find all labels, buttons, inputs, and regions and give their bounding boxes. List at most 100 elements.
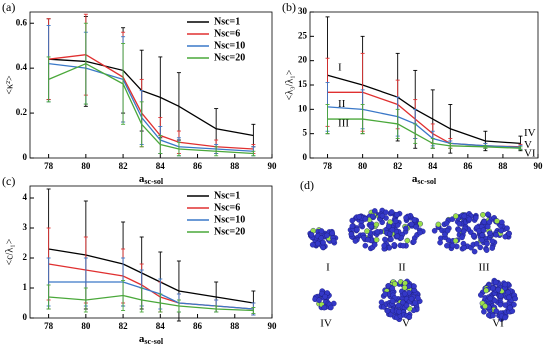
x-axis-label-sub: sc-sol [144, 337, 163, 346]
y-axis-label: <λ₃/λ₁> [284, 69, 295, 100]
molecule-bead [403, 225, 409, 232]
molecule-bead [473, 215, 479, 221]
x-axis-label-main: a [139, 173, 145, 185]
molecule-bead [495, 286, 502, 293]
molecule-bead [487, 230, 493, 237]
panel-label: (c) [2, 174, 15, 188]
legend-label: Nsc=6 [214, 28, 240, 39]
molecule-bead [490, 312, 496, 319]
molecule-bead [471, 248, 478, 255]
molecule-bead [388, 236, 394, 243]
y-tick-label: 20 [298, 55, 308, 65]
molecule-bead [365, 236, 371, 243]
molecule-bead [493, 308, 500, 314]
x-tick-label: 84 [428, 161, 438, 171]
annotation: VI [524, 148, 536, 160]
y-tick-label: 30 [298, 6, 308, 16]
x-tick-label: 82 [119, 161, 129, 171]
molecule [312, 288, 337, 311]
molecule-bead [452, 237, 459, 244]
molecule-bead [479, 232, 485, 238]
molecule-bead [392, 218, 399, 224]
molecule-bead [507, 304, 513, 311]
x-tick-label: 90 [268, 161, 278, 171]
molecule-bead [490, 285, 496, 292]
molecule-bead [348, 231, 355, 238]
annotation: III [338, 117, 349, 129]
annotation: IV [524, 127, 536, 139]
molecule-bead [381, 242, 387, 249]
x-tick-label: 82 [393, 161, 403, 171]
molecule-bead [329, 230, 336, 237]
molecule-bead [320, 244, 326, 251]
y-tick-label: 2 [23, 252, 28, 262]
y-axis-label: <c/λ₁> [4, 238, 15, 265]
molecule-bead [502, 314, 509, 321]
molecule-bead [473, 240, 480, 247]
molecule-bead [498, 293, 504, 299]
molecule-bead [452, 213, 459, 219]
molecule-bead [482, 303, 488, 310]
molecule-bead [499, 219, 505, 226]
molecule-bead [435, 221, 442, 228]
series-line [327, 74, 521, 145]
x-tick-label: 80 [81, 321, 91, 331]
molecule-bead [371, 208, 378, 214]
y-axis-label: <κ²> [4, 75, 15, 95]
molecule-bead [371, 241, 378, 248]
molecule-bead [483, 247, 490, 253]
molecule-bead [354, 226, 360, 233]
x-tick-label: 78 [323, 161, 333, 171]
molecule-bead [349, 223, 356, 230]
x-tick-label: 82 [119, 321, 129, 331]
legend-label: Nsc=10 [214, 214, 245, 225]
molecule-bead [383, 209, 389, 216]
molecule-bead [318, 228, 325, 234]
molecule-bead [443, 220, 450, 226]
image-label: I [326, 262, 330, 274]
molecule-bead [442, 231, 448, 238]
molecule-bead [512, 295, 519, 302]
series-line [48, 54, 254, 150]
molecule-bead [408, 221, 415, 228]
molecule-bead [308, 231, 315, 238]
x-tick-label: 86 [193, 321, 203, 331]
annotation: II [338, 98, 346, 110]
x-axis-label-main: a [139, 333, 145, 345]
molecule-bead [511, 301, 517, 308]
series-line [327, 118, 521, 149]
molecule-bead [362, 242, 369, 249]
y-tick-label: 0.6 [16, 17, 28, 27]
image-label: V [402, 318, 410, 330]
molecule-bead [483, 287, 489, 294]
x-tick-label: 88 [230, 321, 240, 331]
molecule-bead [444, 227, 451, 234]
molecule-bead [391, 242, 398, 248]
molecule-bead [460, 228, 467, 235]
molecule-bead [384, 307, 391, 314]
molecule-bead [461, 213, 468, 219]
molecule-bead [484, 223, 491, 230]
legend-label: Nsc=1 [214, 16, 240, 27]
molecule-bead [378, 299, 385, 306]
y-tick-label: 5 [303, 128, 308, 138]
x-tick-label: 86 [463, 161, 473, 171]
panel-label: (d) [300, 178, 314, 192]
molecule [307, 227, 339, 251]
molecule-bead [481, 308, 487, 315]
x-axis-label-sub: sc-sol [144, 177, 163, 186]
molecule-bead [385, 223, 392, 230]
molecule-bead [395, 302, 402, 309]
molecule-bead [470, 233, 477, 239]
series-line [48, 294, 254, 312]
molecule-bead [497, 301, 504, 308]
y-tick-label: 0.4 [16, 62, 28, 72]
molecule-bead [403, 214, 409, 221]
molecule-bead [362, 216, 369, 222]
molecule-bead [349, 217, 356, 224]
annotation: I [338, 61, 342, 73]
molecule-bead [449, 242, 456, 249]
molecule-bead [506, 294, 512, 301]
molecule-bead [411, 217, 418, 223]
